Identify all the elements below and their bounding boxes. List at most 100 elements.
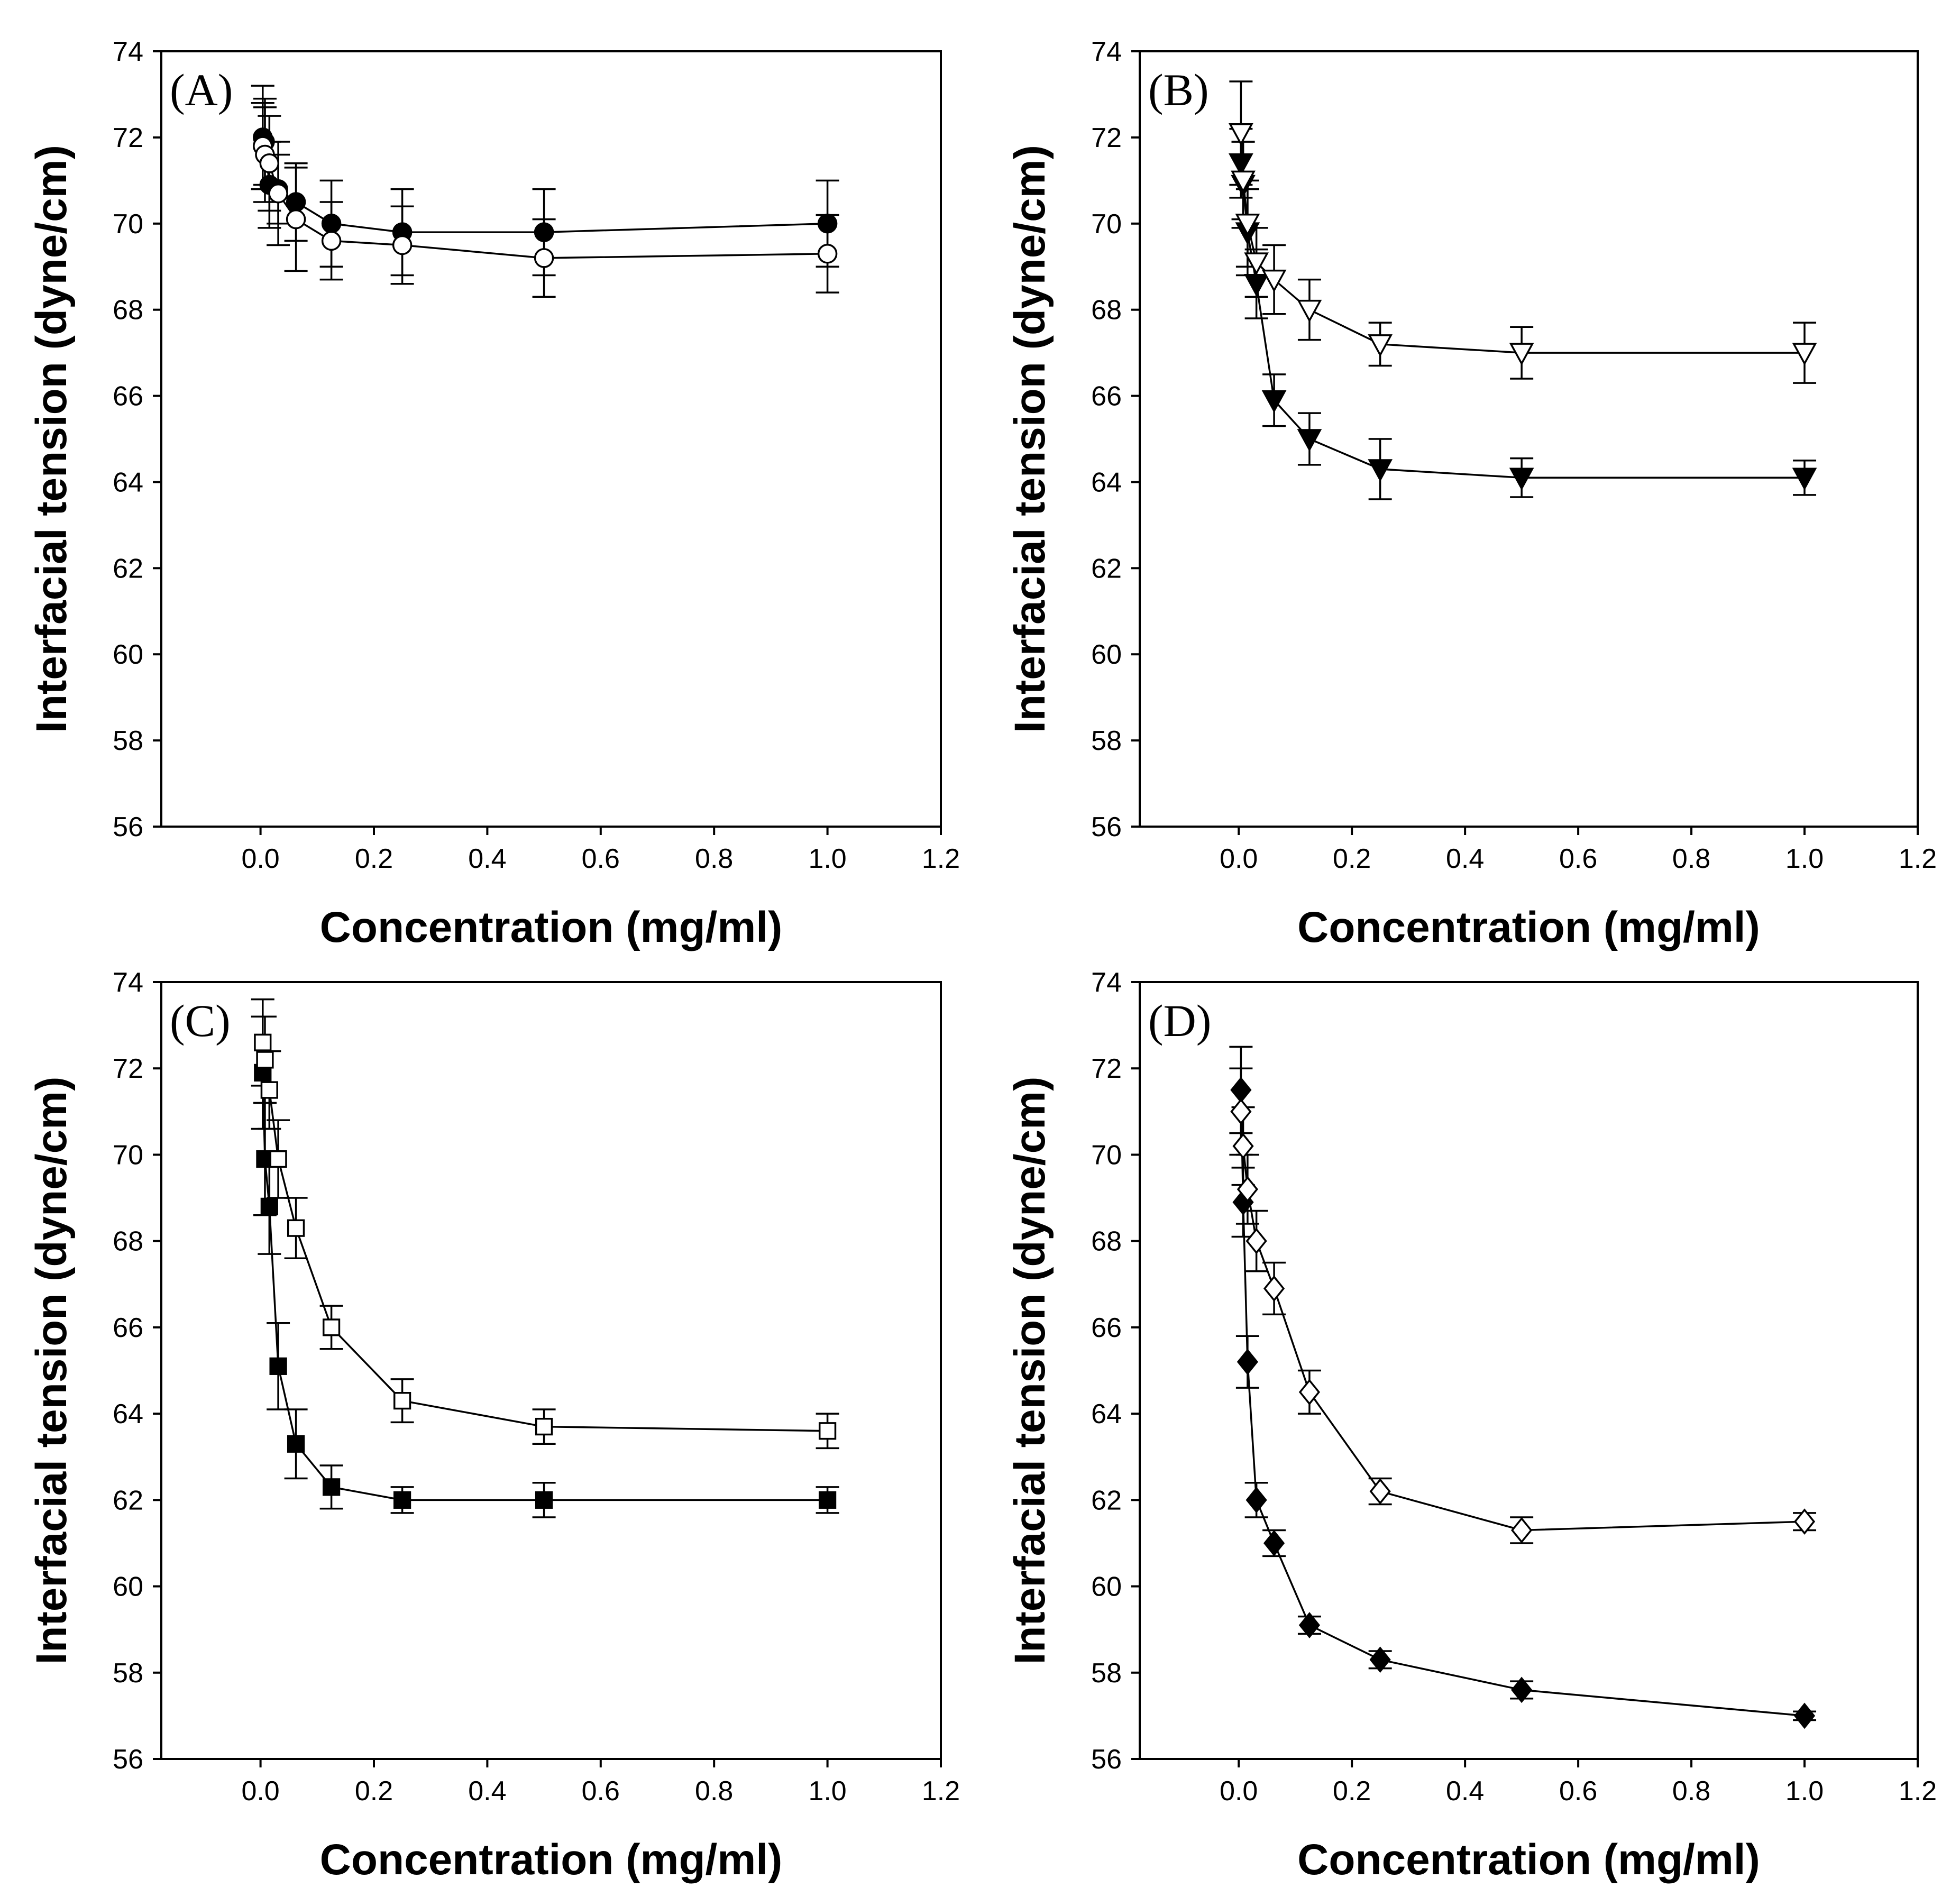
x-tick-label: 1.2 [922,1776,960,1807]
data-point [259,153,280,173]
data-point [1297,429,1322,452]
x-tick-label: 1.2 [1899,844,1937,874]
data-point [322,1478,341,1496]
data-point [817,244,838,264]
data-point [1511,1517,1533,1544]
y-tick-label: 74 [1091,967,1122,998]
y-tick-label: 74 [1091,36,1122,67]
y-tick-label: 62 [113,553,143,584]
y-tick-label: 68 [1091,295,1122,326]
series-open-circle [251,102,839,298]
y-tick-label: 64 [1091,467,1122,498]
x-tick-label: 0.6 [582,844,620,874]
panel-label: (A) [170,65,233,115]
data-point [1244,252,1269,276]
x-tick-label: 0.2 [355,844,393,874]
panel-label: (B) [1148,65,1209,115]
data-point [1369,1478,1391,1505]
data-point [1793,1508,1816,1535]
y-tick-label: 58 [113,1658,143,1689]
x-tick-label: 0.8 [1672,1776,1710,1807]
x-tick-label: 0.0 [241,844,279,874]
y-tick-label: 70 [113,1140,143,1170]
data-point [254,1033,272,1051]
data-point [1232,1133,1254,1160]
y-tick-label: 58 [1091,1658,1122,1689]
data-point [1298,1379,1321,1406]
data-point [269,1357,287,1375]
x-axis-label: Concentration (mg/ml) [320,1836,783,1884]
data-point [1297,299,1322,323]
data-point [1230,1098,1252,1125]
y-tick-label: 66 [1091,381,1122,412]
series-filled-diamond [1229,1046,1817,1729]
data-point [1792,343,1817,366]
data-point [260,1081,278,1099]
y-axis-label: Interfacial tension (dyne/cm) [1006,1077,1054,1665]
series-open-diamond [1229,1067,1817,1544]
x-tick-label: 0.6 [582,1776,620,1807]
y-tick-label: 68 [113,295,143,326]
plot-frame [1139,50,1919,828]
y-tick-label: 62 [1091,1485,1122,1516]
data-point [1261,390,1287,413]
y-tick-label: 64 [113,1399,143,1429]
y-tick-label: 68 [113,1226,143,1257]
y-tick-label: 56 [113,812,143,842]
y-axis-label: Interfacial tension (dyne/cm) [28,1077,76,1665]
data-point [1237,1349,1259,1376]
data-point [1509,343,1534,366]
y-tick-label: 62 [1091,553,1122,584]
y-tick-label: 74 [113,36,143,67]
y-tick-label: 72 [113,123,143,153]
data-point [393,1392,411,1410]
x-tick-label: 0.4 [468,844,506,874]
data-point [1231,170,1256,194]
panel-label: (C) [170,995,231,1046]
data-point [535,1491,553,1509]
x-axis-label: Concentration (mg/ml) [1297,1836,1760,1884]
data-point [818,1422,837,1440]
x-tick-label: 1.0 [808,844,846,874]
data-point [287,1435,305,1453]
data-point [392,235,413,255]
panel-label: (D) [1148,995,1211,1046]
data-point [1509,468,1534,491]
y-tick-label: 58 [1091,726,1122,756]
data-point [286,209,306,230]
y-tick-label: 56 [1091,812,1122,842]
x-tick-label: 1.2 [1899,1776,1937,1807]
y-tick-label: 72 [1091,1053,1122,1084]
data-point [1793,1702,1816,1729]
x-tick-label: 0.2 [355,1776,393,1807]
y-tick-label: 60 [113,1572,143,1602]
x-tick-label: 1.2 [922,844,960,874]
x-axis-label: Concentration (mg/ml) [1297,903,1760,951]
data-point [1368,334,1393,357]
data-point [268,184,288,204]
y-tick-label: 66 [113,1313,143,1343]
series-filled-square [251,1015,839,1518]
y-tick-label: 70 [1091,209,1122,240]
data-point [260,1197,278,1216]
y-tick-label: 64 [113,467,143,498]
data-point [1298,1612,1321,1638]
panel-c: 56 58 60 62 64 66 68 70 72 74 0.0 0.2 0.4 0.6 0.8 1.0 1.… [28,967,960,1884]
x-tick-label: 0.4 [1446,844,1484,874]
y-tick-label: 58 [113,726,143,756]
plot-frame [1139,981,1919,1760]
y-tick-label: 56 [1091,1744,1122,1775]
y-tick-label: 66 [113,381,143,412]
y-tick-label: 66 [1091,1313,1122,1343]
data-point [1261,269,1287,292]
data-point [1263,1275,1285,1302]
x-tick-label: 0.0 [241,1776,279,1807]
x-tick-label: 0.2 [1333,844,1371,874]
data-point [393,1491,411,1509]
data-point [818,1491,837,1509]
data-point [534,248,554,268]
x-axis-label: Concentration (mg/ml) [320,903,783,951]
data-point [1229,123,1253,146]
data-point [1511,1676,1533,1703]
